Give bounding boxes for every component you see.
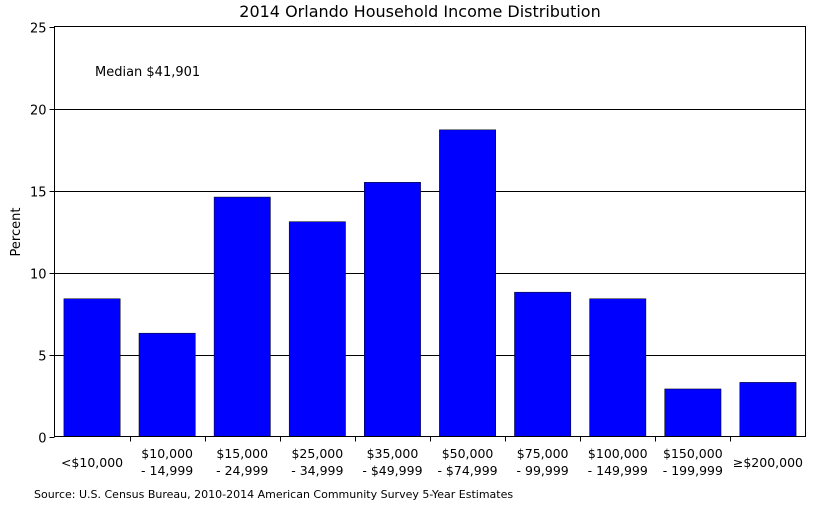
x-tick-label-line: - 34,999 — [291, 463, 343, 478]
x-tick-label-line: $50,000 — [442, 446, 494, 461]
bar — [213, 196, 271, 437]
y-axis-ticks: 0 5 10 15 20 25 — [30, 22, 55, 447]
bar — [288, 221, 346, 437]
x-tick-label-line: - 24,999 — [216, 463, 268, 478]
y-tick-label: 10 — [30, 268, 47, 283]
x-tick-label: $10,000 - 14,999 — [141, 446, 193, 478]
bar — [63, 298, 121, 437]
x-tick-label-line: - 199,999 — [663, 463, 723, 478]
x-tick-label-line: $15,000 — [216, 446, 268, 461]
x-tick-label: $25,000 - 34,999 — [291, 446, 343, 478]
x-tick-label-line: ≥$200,000 — [733, 455, 803, 470]
x-tick-label-line: - 14,999 — [141, 463, 193, 478]
x-tick-label: $35,000 - $49,999 — [362, 446, 422, 478]
x-tick-label: $15,000 - 24,999 — [216, 446, 268, 478]
y-tick-label: 25 — [30, 22, 47, 37]
y-tick-label: 5 — [38, 350, 46, 365]
x-tick-label-line: $10,000 — [141, 446, 193, 461]
x-tick-label: ≥$200,000 — [733, 455, 803, 470]
chart-title: 2014 Orlando Household Income Distributi… — [239, 2, 600, 21]
x-tick-label: $100,000 - 149,999 — [588, 446, 648, 478]
x-tick-label: $75,000 - 99,999 — [517, 446, 569, 478]
y-tick-label: 15 — [30, 186, 47, 201]
x-tick-label-line: - 149,999 — [588, 463, 648, 478]
bar — [364, 182, 421, 437]
y-tick-label: 20 — [30, 104, 47, 119]
bars — [63, 129, 797, 437]
bar — [739, 382, 797, 437]
x-tick-label: $50,000 - $74,999 — [437, 446, 497, 478]
x-tick-label-line: $35,000 — [367, 446, 419, 461]
y-tick-label: 0 — [38, 432, 46, 447]
x-tick-label: <$10,000 — [61, 455, 123, 470]
bar — [138, 332, 196, 437]
bar — [589, 298, 647, 437]
x-tick-label-line: - $74,999 — [437, 463, 497, 478]
x-tick-label-line: $75,000 — [517, 446, 569, 461]
x-axis-ticks: <$10,000 $10,000 - 14,999 $15,000 - 24,999 $2… — [61, 436, 803, 478]
x-tick-label-line: - 99,999 — [517, 463, 569, 478]
y-axis-label: Percent — [9, 208, 24, 257]
x-tick-label: $150,000 - 199,999 — [663, 446, 723, 478]
source-note: Source: U.S. Census Bureau, 2010-2014 Am… — [34, 488, 513, 501]
x-tick-label-line: <$10,000 — [61, 455, 123, 470]
x-tick-label-line: - $49,999 — [362, 463, 422, 478]
median-annotation: Median $41,901 — [95, 65, 200, 80]
bar — [664, 388, 722, 437]
x-tick-label-line: $100,000 — [588, 446, 648, 461]
bar — [439, 129, 496, 437]
grid-lines — [54, 109, 806, 356]
x-tick-label-line: $25,000 — [291, 446, 343, 461]
bar — [514, 291, 572, 437]
x-tick-label-line: $150,000 — [663, 446, 723, 461]
